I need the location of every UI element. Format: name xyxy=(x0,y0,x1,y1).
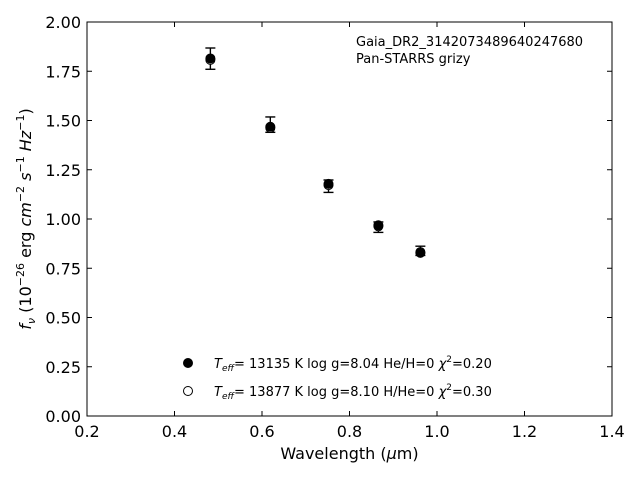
legend-marker-open xyxy=(183,386,193,396)
legend: Teff= 13135 K log g=8.04 He/H=0 χ2=0.20 … xyxy=(183,355,492,402)
y-axis-label: fν (10−26 erg cm−2 s−1 Hz−1) xyxy=(14,108,38,329)
model-point-filled xyxy=(415,247,426,258)
x-tick-label: 1.2 xyxy=(512,422,537,441)
data-points xyxy=(205,53,426,258)
y-tick-label: 0.50 xyxy=(45,309,81,328)
model-point-filled xyxy=(373,220,384,231)
annotation-survey: Pan-STARRS grizy xyxy=(356,52,471,67)
x-tick-label: 0.4 xyxy=(162,422,187,441)
legend-label-2: Teff= 13877 K log g=8.10 H/He=0 χ2=0.30 xyxy=(214,383,492,402)
x-tick-label: 1.0 xyxy=(424,422,449,441)
y-tick-label: 2.00 xyxy=(45,13,81,32)
model-point-filled xyxy=(265,121,276,132)
x-axis: 0.2 0.4 0.6 0.8 1.0 1.2 1.4 xyxy=(74,22,625,441)
y-tick-label: 1.25 xyxy=(45,161,81,180)
error-bars xyxy=(205,47,426,257)
x-tick-label: 0.8 xyxy=(337,422,362,441)
x-tick-label: 0.2 xyxy=(74,422,99,441)
legend-marker-filled xyxy=(183,358,193,368)
y-tick-label: 1.75 xyxy=(45,62,81,81)
model-point-filled xyxy=(205,53,216,64)
y-tick-label: 1.00 xyxy=(45,210,81,229)
y-axis: 0.00 0.25 0.50 0.75 1.00 1.25 1.50 1.75 2.00 xyxy=(45,13,612,426)
y-tick-label: 0.00 xyxy=(45,407,81,426)
x-tick-label: 1.4 xyxy=(599,422,624,441)
y-tick-label: 1.50 xyxy=(45,112,81,131)
y-tick-label: 0.75 xyxy=(45,259,81,278)
legend-label-1: Teff= 13135 K log g=8.04 He/H=0 χ2=0.20 xyxy=(214,355,492,374)
annotation-star-id: Gaia_DR2_3142073489640247680 xyxy=(356,35,583,50)
model-point-filled xyxy=(323,178,334,189)
x-tick-label: 0.6 xyxy=(249,422,274,441)
y-tick-label: 0.25 xyxy=(45,358,81,377)
x-axis-label: Wavelength (μm) xyxy=(280,444,418,463)
